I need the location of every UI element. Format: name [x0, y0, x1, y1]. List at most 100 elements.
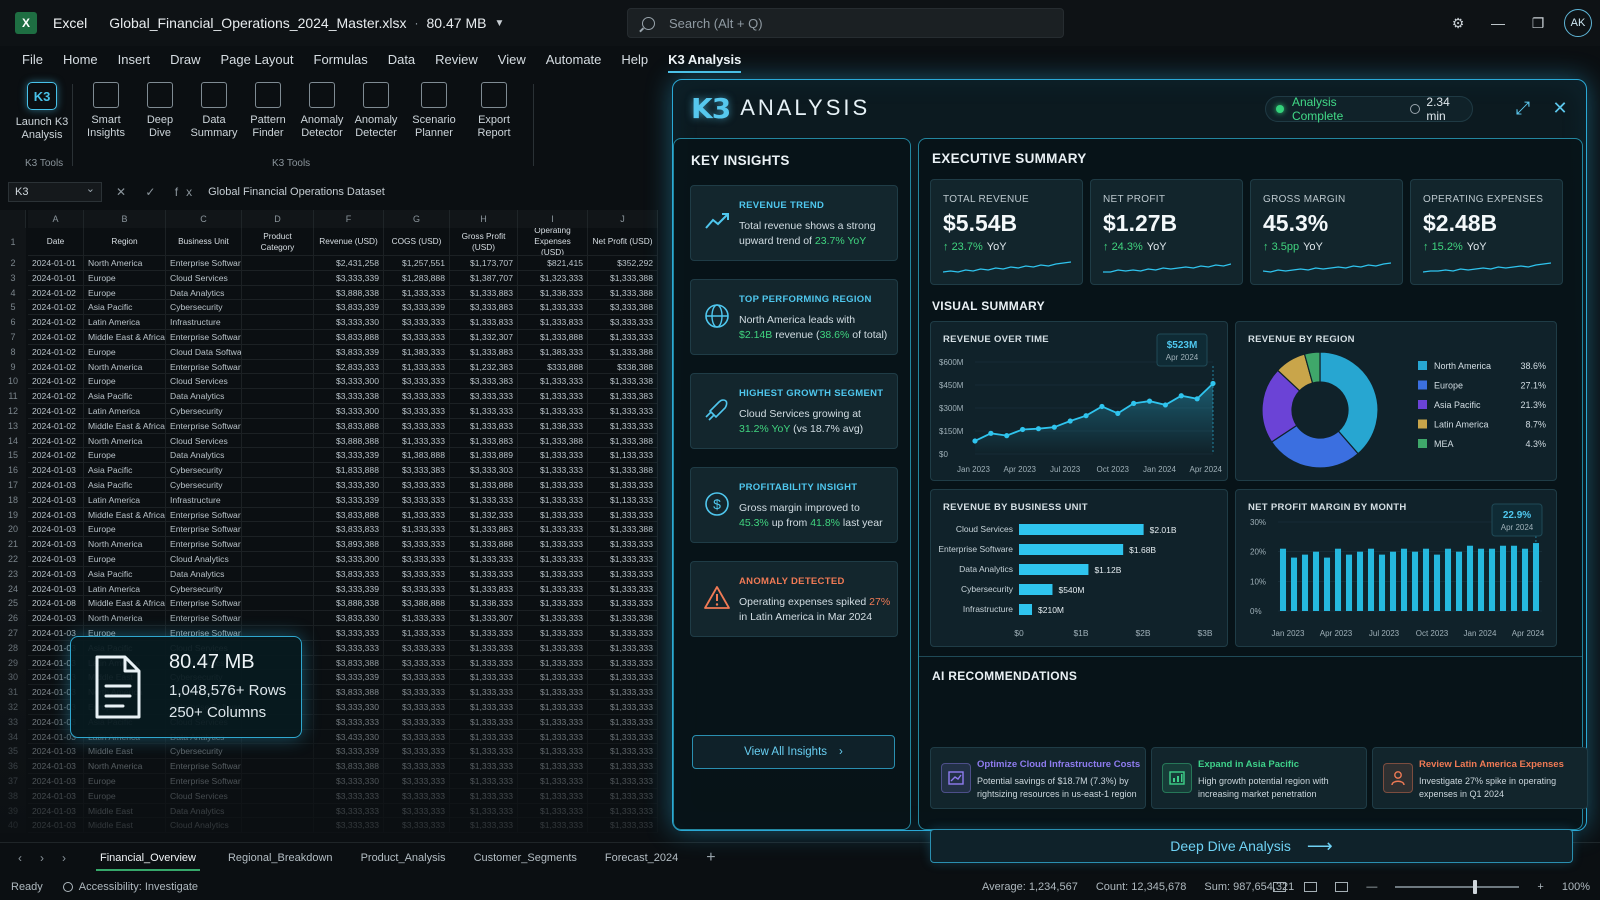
table-cell[interactable]: $1,333,333: [588, 552, 658, 567]
table-cell[interactable]: $1,833,888: [314, 463, 384, 478]
table-cell[interactable]: $1,333,333: [450, 670, 518, 686]
table-cell[interactable]: $3,333,333: [384, 744, 450, 760]
search-input[interactable]: Search (Alt + Q): [627, 8, 1064, 38]
table-cell[interactable]: $1,333,333: [450, 492, 518, 508]
table-cell[interactable]: $352,292: [588, 256, 658, 271]
table-cell[interactable]: $3,333,333: [384, 418, 450, 434]
table-cell[interactable]: $1,333,388: [588, 344, 658, 360]
table-cell[interactable]: $3,333,333: [314, 803, 384, 819]
zoom-slider[interactable]: [1395, 879, 1520, 894]
table-cell[interactable]: $3,333,333: [314, 640, 384, 656]
header-cell[interactable]: Business Unit: [166, 228, 242, 256]
table-cell[interactable]: $1,257,551: [384, 256, 450, 271]
table-cell[interactable]: $1,333,333: [518, 788, 588, 804]
donut-slice[interactable]: [1270, 424, 1359, 469]
table-cell[interactable]: $1,333,338: [588, 611, 658, 626]
accessibility-status[interactable]: Accessibility: Investigate: [62, 881, 198, 893]
table-cell[interactable]: $3,333,330: [314, 315, 384, 330]
table-cell[interactable]: $3,333,383: [384, 463, 450, 478]
table-cell[interactable]: Data Analytics: [166, 566, 242, 582]
table-cell[interactable]: 2024-01-03: [28, 788, 84, 804]
ribbon-button-anomaly-detector[interactable]: Anomaly Detector: [294, 82, 350, 140]
table-cell[interactable]: $3,333,333: [384, 655, 450, 671]
table-cell[interactable]: Data Analytics: [166, 389, 242, 404]
table-cell[interactable]: $3,333,333: [384, 566, 450, 582]
table-cell[interactable]: Enterprise Software: [166, 759, 242, 774]
table-cell[interactable]: $1,333,883: [450, 522, 518, 538]
table-cell[interactable]: $1,333,333: [450, 655, 518, 671]
table-cell[interactable]: Latin America: [84, 404, 166, 419]
table-cell[interactable]: Europe: [84, 344, 166, 360]
table-cell[interactable]: [242, 359, 314, 375]
table-cell[interactable]: $3,333,333: [384, 492, 450, 508]
table-cell[interactable]: $1,333,333: [588, 803, 658, 819]
table-cell[interactable]: $1,333,307: [450, 611, 518, 626]
chevron-right-icon[interactable]: ›: [62, 850, 66, 865]
table-cell[interactable]: $1,333,883: [450, 344, 518, 360]
table-cell[interactable]: Data Analytics: [166, 803, 242, 819]
table-cell[interactable]: $1,333,383: [588, 389, 658, 404]
table-cell[interactable]: $1,333,333: [518, 492, 588, 508]
table-cell[interactable]: $1,333,388: [588, 463, 658, 478]
table-cell[interactable]: $1,173,707: [450, 256, 518, 271]
table-cell[interactable]: $3,333,333: [384, 759, 450, 774]
table-cell[interactable]: North America: [84, 611, 166, 626]
table-cell[interactable]: $1,133,333: [588, 448, 658, 464]
table-cell[interactable]: $1,333,333: [518, 655, 588, 671]
row-header[interactable]: 27: [0, 626, 26, 641]
table-cell[interactable]: $338,388: [588, 359, 658, 375]
table-cell[interactable]: Europe: [84, 552, 166, 567]
table-cell[interactable]: $1,133,333: [588, 492, 658, 508]
menu-item-draw[interactable]: Draw: [170, 52, 201, 67]
table-cell[interactable]: Enterprise Software: [166, 596, 242, 612]
table-cell[interactable]: Enterprise Software: [166, 522, 242, 538]
table-cell[interactable]: Europe: [84, 788, 166, 804]
table-cell[interactable]: 2024-01-03: [28, 537, 84, 552]
table-cell[interactable]: $3,893,388: [314, 537, 384, 552]
table-cell[interactable]: $3,333,333: [384, 788, 450, 804]
table-cell[interactable]: [242, 300, 314, 316]
table-cell[interactable]: $1,383,888: [384, 448, 450, 464]
insight-card[interactable]: $ PROFITABILITY INSIGHT Gross margin impro…: [690, 467, 898, 543]
table-cell[interactable]: $1,333,333: [518, 389, 588, 404]
table-cell[interactable]: North America: [84, 759, 166, 774]
table-cell[interactable]: $3,833,339: [314, 300, 384, 316]
row-header[interactable]: 28: [0, 640, 26, 656]
table-cell[interactable]: 2024-01-03: [28, 818, 84, 834]
table-cell[interactable]: Middle East: [84, 818, 166, 834]
table-cell[interactable]: Asia Pacific: [84, 300, 166, 316]
table-cell[interactable]: Asia Pacific: [84, 389, 166, 404]
table-cell[interactable]: [242, 744, 314, 760]
table-cell[interactable]: $3,888,338: [314, 596, 384, 612]
table-cell[interactable]: Europe: [84, 448, 166, 464]
table-cell[interactable]: 2024-01-03: [28, 581, 84, 597]
menu-item-formulas[interactable]: Formulas: [313, 52, 368, 67]
table-cell[interactable]: Infrastructure: [166, 315, 242, 330]
table-cell[interactable]: 2024-01-01: [28, 256, 84, 271]
menu-item-view[interactable]: View: [497, 52, 526, 67]
table-cell[interactable]: $1,333,333: [450, 640, 518, 656]
row-header[interactable]: 21: [0, 537, 26, 552]
file-name[interactable]: Global_Financial_Operations_2024_Master.…: [109, 15, 407, 31]
table-cell[interactable]: 2024-01-01: [28, 270, 84, 286]
table-cell[interactable]: $1,333,883: [450, 433, 518, 449]
table-cell[interactable]: $3,333,339: [384, 300, 450, 316]
table-cell[interactable]: $1,333,338: [588, 374, 658, 390]
table-cell[interactable]: Latin America: [84, 315, 166, 330]
table-cell[interactable]: $1,333,333: [518, 552, 588, 567]
bar[interactable]: [1411, 551, 1419, 611]
table-cell[interactable]: 2024-01-02: [28, 374, 84, 390]
close-icon[interactable]: ✕: [1552, 97, 1568, 118]
table-cell[interactable]: [242, 596, 314, 612]
table-cell[interactable]: $1,332,307: [450, 330, 518, 345]
row-header[interactable]: 19: [0, 507, 26, 523]
table-cell[interactable]: $1,333,333: [518, 611, 588, 626]
column-header[interactable]: F: [314, 210, 384, 228]
row-header[interactable]: 14: [0, 433, 26, 449]
insight-card[interactable]: HIGHEST GROWTH SEGMENT Cloud Services gro…: [690, 373, 898, 449]
row-header[interactable]: 40: [0, 818, 26, 834]
table-cell[interactable]: 2024-01-02: [28, 418, 84, 434]
table-cell[interactable]: Middle East & Africa: [84, 596, 166, 612]
table-cell[interactable]: [242, 522, 314, 538]
table-cell[interactable]: $1,333,333: [588, 655, 658, 671]
